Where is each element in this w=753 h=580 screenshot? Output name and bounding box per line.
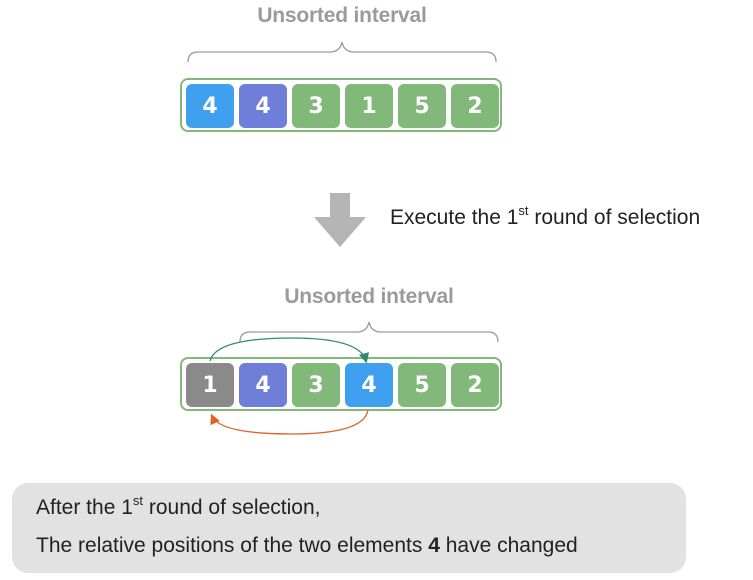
array-top-cell: 4 [239, 84, 287, 128]
array-top-cell: 4 [186, 84, 234, 128]
array-bottom-cell: 3 [292, 363, 340, 407]
note-box: After the 1st round of selection, The re… [12, 483, 686, 573]
step-description: Execute the 1st round of selection [390, 203, 701, 229]
brace-bottom [239, 321, 499, 343]
array-top-cell: 1 [345, 84, 393, 128]
array-bottom-cell: 1 [186, 363, 234, 407]
array-bottom-cell: 2 [451, 363, 499, 407]
down-arrow-icon [314, 193, 366, 247]
swap-arrow-top [209, 337, 370, 364]
array-bottom-cell: 4 [345, 363, 393, 407]
array-top-cell: 3 [292, 84, 340, 128]
array-bottom-cell: 4 [239, 363, 287, 407]
note-line-2: The relative positions of the two elemen… [36, 534, 578, 557]
unsorted-interval-label-bottom: Unsorted interval [284, 285, 454, 308]
array-top-cell: 2 [451, 84, 499, 128]
note-line-1: After the 1st round of selection, [36, 493, 321, 519]
swap-arrows [209, 337, 370, 435]
brace-top [187, 41, 497, 63]
swap-arrow-bottom [210, 409, 369, 435]
array-bottom: 1 4 3 4 5 2 [180, 357, 502, 411]
array-top: 4 4 3 1 5 2 [180, 78, 502, 132]
array-bottom-cell: 5 [398, 363, 446, 407]
unsorted-interval-label-top: Unsorted interval [257, 4, 427, 27]
array-top-cell: 5 [398, 84, 446, 128]
